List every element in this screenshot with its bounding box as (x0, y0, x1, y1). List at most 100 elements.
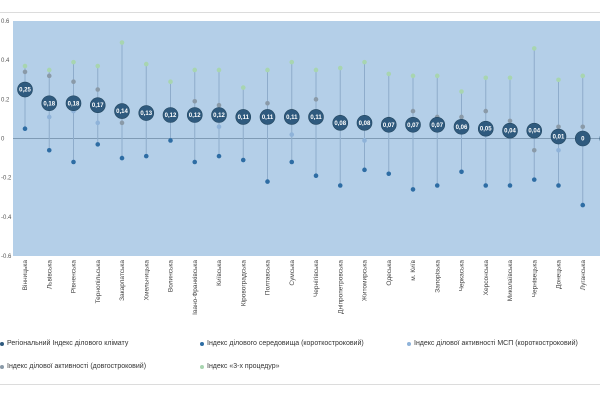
point-3-procedures (95, 63, 101, 69)
x-category-label: Луганська (580, 260, 587, 291)
legend-swatch (200, 364, 204, 369)
x-category-label: Одеська (386, 260, 393, 286)
point-business-environment (22, 126, 28, 132)
y-tick-label: 0 (1, 137, 5, 143)
bubble-label: 0,11 (262, 115, 274, 121)
bubble-label: 0,11 (310, 115, 322, 121)
point-3-procedures (459, 89, 464, 94)
point-3-procedures (265, 67, 270, 73)
point-business-environment (168, 138, 173, 143)
x-category-label: Херсонська (483, 260, 490, 296)
point-business-environment (216, 153, 222, 159)
point-long-term-activity (459, 114, 464, 120)
point-long-term-activity (483, 108, 489, 114)
x-category-label: Запорізька (433, 260, 441, 293)
point-long-term-activity (556, 124, 561, 130)
legend-swatch (407, 341, 411, 346)
x-category-label: Вінницька (21, 260, 29, 291)
point-msp-activity (556, 147, 561, 153)
point-3-procedures (362, 59, 367, 65)
y-tick-label: 0.2 (1, 97, 10, 103)
bubble-climate-index (526, 122, 543, 139)
point-long-term-activity (580, 124, 586, 130)
point-business-environment (71, 159, 76, 165)
point-business-environment (95, 142, 101, 147)
x-category-label: Черкаська (459, 260, 466, 292)
y-axis: 0.6 0.4 0.2 0 -0.2 -0.4 -0.6 (1, 19, 12, 260)
x-category-label: Волинська (168, 260, 175, 292)
bubble-label: 0,08 (334, 121, 346, 127)
point-business-environment (556, 183, 561, 188)
point-business-environment (265, 179, 270, 184)
point-business-environment (580, 202, 586, 208)
x-category-label: Миколаївська (507, 260, 514, 302)
point-3-procedures (580, 73, 586, 79)
bubble-climate-index (332, 115, 349, 131)
point-3-procedures (192, 67, 198, 73)
point-long-term-activity (119, 120, 125, 126)
point-3-procedures (143, 61, 149, 67)
top-divider (0, 12, 600, 13)
x-category-label: Київська (216, 260, 223, 286)
dot-plot-chart: 0.60.40.20-0.2-0.4-0.6 0,250,18 0,18 0,170… (1, 19, 600, 315)
legend-item-msp: Індекс ділової активності МСП (короткост… (407, 340, 578, 347)
bubble-climate-index (477, 120, 494, 137)
legend-swatch (0, 364, 4, 369)
point-3-procedures (216, 67, 222, 73)
bubble-climate-index (574, 130, 591, 147)
point-business-environment (240, 157, 246, 163)
point-business-environment (46, 147, 52, 153)
point-business-environment (337, 183, 343, 188)
bubble-climate-index (283, 109, 300, 125)
point-business-environment (362, 167, 367, 173)
y-tick-label: 0.4 (1, 58, 10, 64)
bubble-label: 0,06 (456, 125, 468, 131)
point-3-procedures (410, 73, 416, 79)
point-3-procedures (434, 73, 440, 79)
bubble-climate-index (308, 109, 324, 125)
x-category-label: Сумська (289, 260, 296, 286)
bubble-label: 0,07 (383, 123, 395, 129)
x-category-label: Тернопільська (94, 260, 102, 304)
bubble-climate-index (211, 107, 227, 123)
point-3-procedures (313, 67, 319, 73)
bubble-label: 0,13 (140, 111, 152, 117)
bubble-climate-index (502, 122, 518, 139)
bubble-climate-index (259, 109, 276, 125)
point-business-environment (483, 183, 489, 188)
bubble-climate-index (89, 97, 106, 114)
legend-item-env: Індекс ділового середовища (короткострок… (200, 340, 364, 347)
point-3-procedures (71, 59, 76, 65)
point-long-term-activity (95, 87, 101, 92)
legend-label: Індекс ділового середовища (короткострок… (207, 340, 364, 347)
legend-label: Індекс ділової активності (довгострокови… (7, 363, 147, 370)
bubble-climate-index (65, 95, 82, 112)
bubble-label: 0,07 (431, 123, 443, 129)
point-3-procedures (22, 63, 28, 69)
legend: Регіональний Індекс ділового клімату Інд… (0, 335, 600, 385)
bubble-climate-index (235, 109, 252, 125)
legend-item-long: Індекс ділової активності (довгострокови… (0, 363, 146, 370)
point-3-procedures (386, 71, 392, 77)
point-long-term-activity (313, 97, 319, 102)
marks: 0,25 0,18 0,18 0,17 0,14 0,13 0,12 0,12 0,12 0,11… (17, 40, 600, 208)
legend-label: Індекс «3-х процедур» (207, 363, 280, 370)
x-category-label: Чернігівська (312, 260, 320, 297)
y-tick-label: -0.6 (1, 254, 12, 260)
x-category-label: Івано-Франківська (191, 260, 199, 315)
x-category-label: м. Київ (410, 259, 417, 280)
bubble-label: 0,12 (213, 113, 225, 119)
bubble-climate-index (356, 115, 373, 131)
point-3-procedures (289, 59, 295, 65)
point-msp-activity (216, 124, 222, 130)
bubble-label: 0,05 (480, 127, 492, 133)
point-msp-activity (95, 120, 101, 126)
point-msp-activity (362, 138, 367, 143)
point-business-environment (386, 171, 392, 177)
point-3-procedures (46, 67, 52, 73)
point-3-procedures (168, 79, 173, 85)
point-long-term-activity (192, 98, 198, 104)
point-long-term-activity (71, 79, 76, 85)
point-business-environment (410, 187, 416, 192)
point-long-term-activity (265, 100, 270, 106)
